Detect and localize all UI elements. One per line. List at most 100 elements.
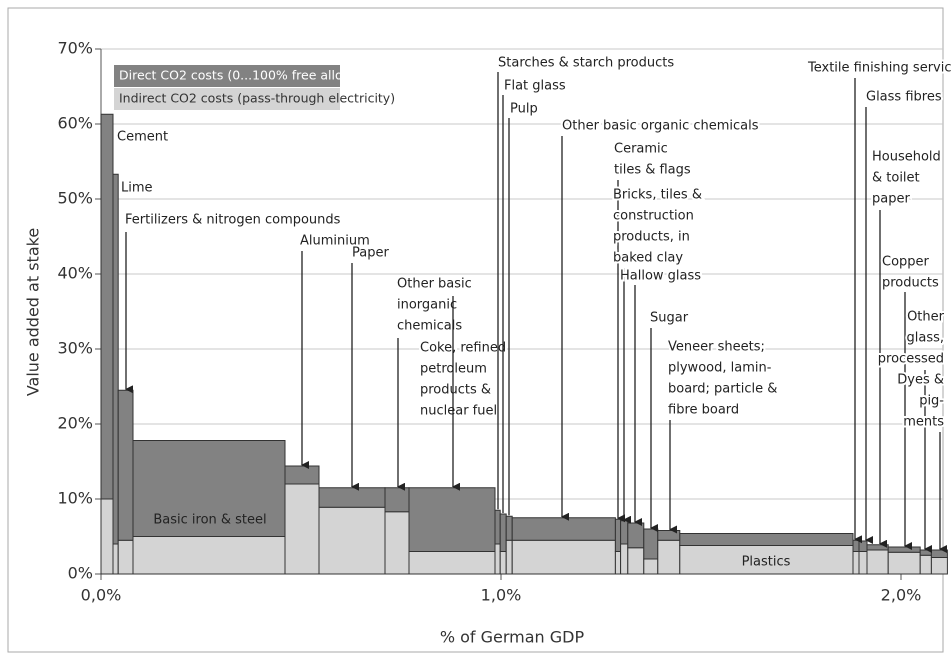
bar-segment: [318, 506, 386, 575]
category-label: Textile finishing services: [807, 61, 951, 76]
bar-segment: [284, 465, 320, 485]
x-tick-label: 0,0%: [81, 586, 122, 605]
bar-segment: [919, 554, 932, 575]
bar-segment: [505, 515, 513, 541]
y-tick-label: 50%: [57, 189, 93, 208]
legend-swatch: [114, 65, 340, 87]
bar-segment: [679, 533, 854, 546]
bar-segment: [499, 513, 507, 552]
bar-segment: [930, 549, 948, 558]
category-label: baked clay: [613, 251, 683, 266]
bar-segment: [284, 483, 320, 575]
category-label: Plastics: [742, 555, 791, 570]
bar-segment: [494, 509, 501, 545]
bar-segment: [318, 487, 386, 508]
bar-segment: [866, 549, 889, 575]
bar-segment: [930, 557, 948, 575]
bars: [100, 113, 948, 575]
bar-segment: [494, 543, 501, 575]
y-tick-label: 30%: [57, 339, 93, 358]
category-label: nuclear fuel: [420, 404, 497, 419]
category-label: Household: [872, 150, 941, 165]
bar-segment: [408, 487, 496, 552]
y-tick-label: 10%: [57, 489, 93, 508]
labels: Cement Lime Fertilizers & nitrogen compoun…: [114, 54, 951, 570]
category-label: ments: [903, 415, 944, 430]
bar-segment: [117, 389, 134, 541]
category-label: Starches & starch products: [498, 56, 674, 71]
bar-segment: [627, 522, 645, 549]
category-label: construction: [613, 209, 694, 224]
bar-segment: [614, 518, 622, 552]
bar-segment: [858, 551, 868, 575]
category-label: Fertilizers & nitrogen compounds: [125, 213, 341, 228]
bar-segment: [852, 539, 860, 552]
y-tick-label: 60%: [57, 114, 93, 133]
bar-segment: [887, 546, 921, 553]
y-tick-label: 40%: [57, 264, 93, 283]
bar-segment: [866, 544, 889, 551]
bar-segment: [384, 487, 410, 513]
bar-segment: [408, 551, 496, 575]
category-label: Ceramic: [614, 142, 668, 157]
bar-segment: [620, 520, 629, 545]
bar-segment: [511, 539, 616, 575]
category-label: glass,: [906, 331, 944, 346]
bar-segment: [657, 530, 681, 541]
bar-segment: [657, 539, 681, 575]
category-label: Pulp: [510, 102, 538, 117]
bar-segment: [858, 540, 868, 552]
category-label: inorganic: [397, 298, 457, 313]
category-label: Bricks, tiles &: [613, 188, 702, 203]
bar-segment: [627, 547, 645, 575]
category-label: Hallow glass: [620, 269, 701, 284]
bar-segment: [887, 551, 921, 575]
bar-segment: [132, 440, 286, 537]
bar-segment: [620, 543, 629, 575]
bar-segment: [112, 173, 119, 545]
y-tick-label: 20%: [57, 414, 93, 433]
category-label: Paper: [352, 246, 389, 261]
category-label: paper: [872, 192, 910, 207]
bar-segment: [499, 551, 507, 575]
bar-segment: [919, 549, 932, 556]
bar-segment: [100, 113, 114, 500]
category-label: plywood, lamin-: [668, 361, 772, 376]
category-label: Veneer sheets;: [668, 340, 765, 355]
bar-segment: [132, 536, 286, 575]
category-label: Dyes &: [897, 373, 944, 388]
category-label: Lime: [121, 181, 153, 196]
bar-segment: [384, 511, 410, 575]
category-label: pig-: [919, 394, 944, 409]
category-label: Other basic organic chemicals: [562, 119, 759, 134]
bar-segment: [643, 558, 659, 575]
legend-label: Direct CO2 costs (0...100% free allocati…: [119, 68, 386, 83]
category-label: Other: [907, 310, 945, 325]
y-tick-label: 0%: [68, 564, 93, 583]
category-label: products &: [420, 383, 491, 398]
category-label: & toilet: [872, 171, 920, 186]
x-tick-label: 1,0%: [481, 586, 522, 605]
bar-segment: [614, 551, 622, 575]
x-axis-title: % of German GDP: [440, 628, 585, 647]
category-label: board; particle &: [668, 382, 777, 397]
category-label: chemicals: [397, 319, 462, 334]
bar-segment: [100, 498, 114, 575]
category-label: Flat glass: [504, 79, 566, 94]
bar-segment: [505, 539, 513, 575]
category-label: tiles & flags: [614, 163, 691, 178]
category-label: Basic iron & steel: [153, 513, 266, 528]
category-label: products: [882, 276, 939, 291]
bar-segment: [852, 551, 860, 575]
category-label: Other basic: [397, 277, 472, 292]
category-label: Sugar: [650, 311, 689, 326]
category-label: processed: [878, 352, 944, 367]
bar-segment: [112, 543, 119, 575]
category-label: Copper: [882, 255, 930, 270]
category-label: Cement: [117, 130, 168, 145]
category-label: Aluminium: [300, 234, 370, 249]
y-axis-title: Value added at stake: [24, 228, 43, 396]
bar-segment: [117, 539, 134, 575]
legend-swatch: [114, 88, 340, 110]
